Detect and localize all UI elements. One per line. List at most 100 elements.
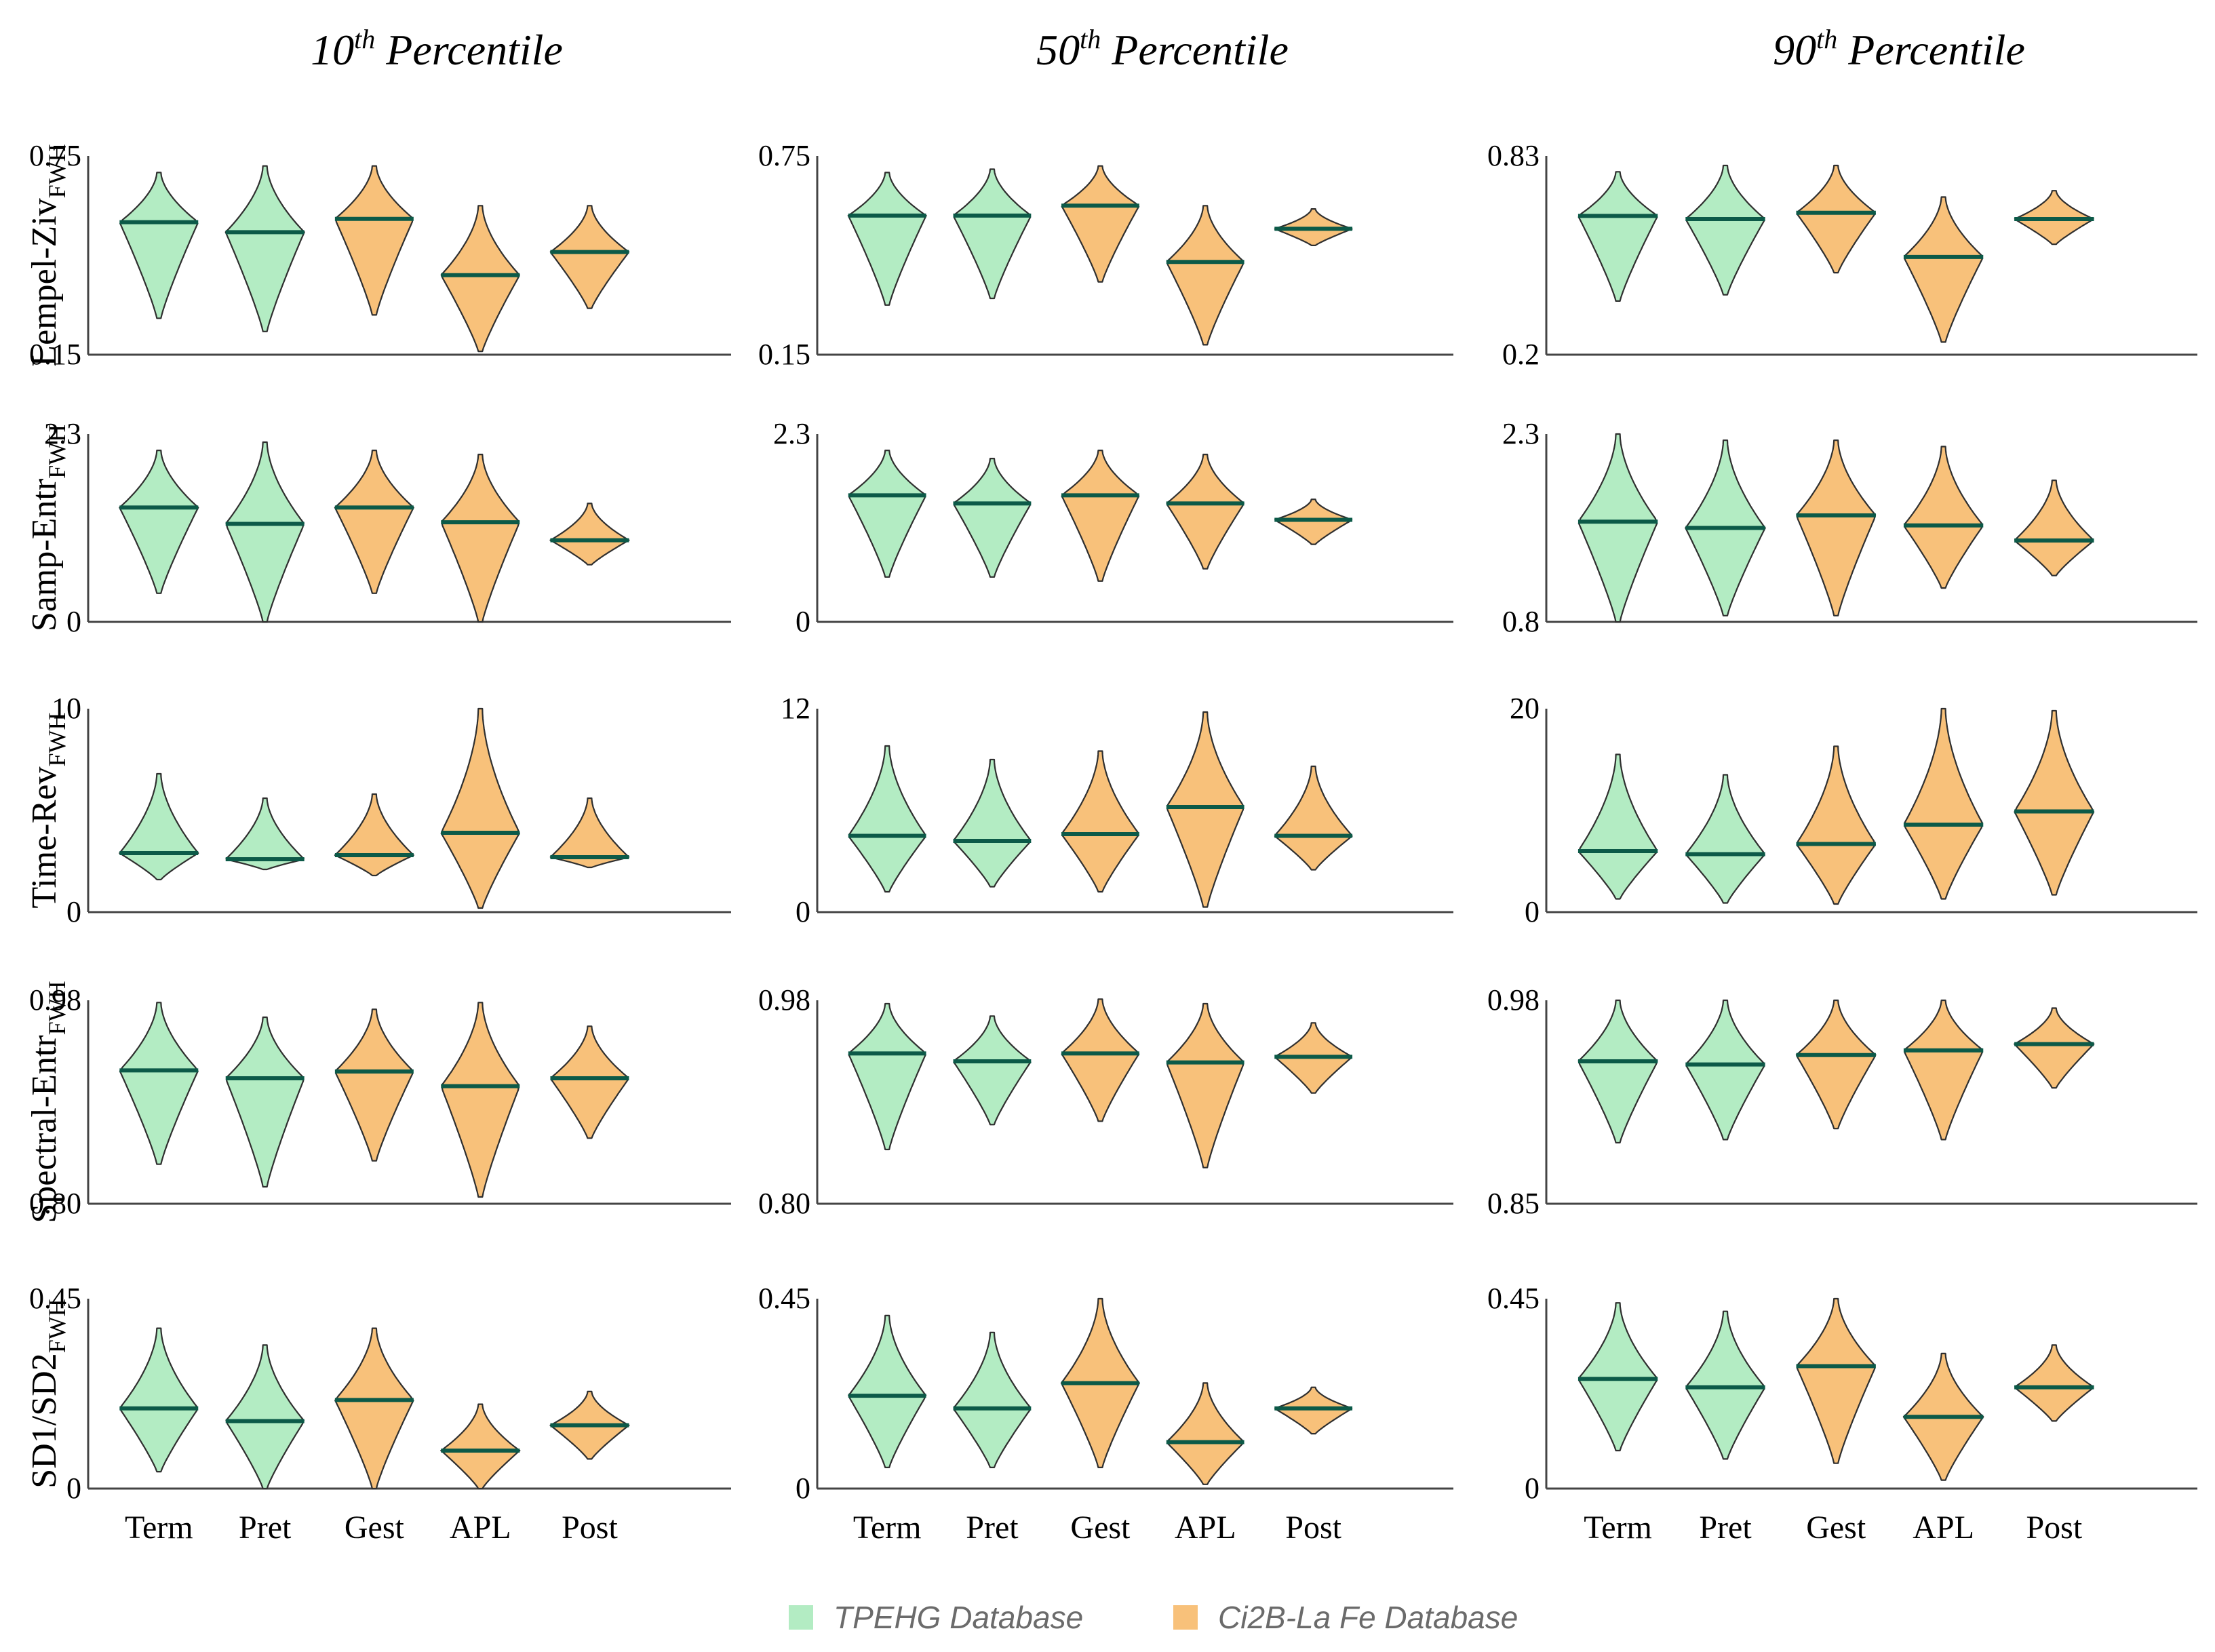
y-tick-label-max: 0.45 [1487,1282,1540,1315]
violin-pret [224,165,305,332]
y-tick-label-max: 12 [781,692,810,725]
violin-post [1274,765,1353,871]
violin-term [848,745,926,893]
y-tick-label-min: 0 [796,1472,810,1505]
violin-pret [1685,1310,1765,1460]
violin-term [119,1327,198,1473]
violin-pret [226,1016,305,1188]
violin-pret [953,1015,1032,1126]
x-tick-label: Gest [1806,1510,1866,1546]
violin-term [119,1002,199,1165]
y-tick-label-min: 0.85 [1487,1187,1540,1220]
violin-apl [1167,1002,1244,1168]
y-tick-label-min: 0 [1525,1472,1540,1505]
x-tick-label: Gest [345,1510,405,1546]
violin-apl [1167,711,1244,908]
violin-apl [440,707,520,909]
violin-post [549,797,630,869]
violin-pret [225,797,305,871]
y-tick-label-max: 0.45 [29,1282,81,1315]
y-tick-label-min: 0.8 [1502,605,1540,638]
legend-label-tpehg: TPEHG Database [834,1600,1084,1635]
x-tick-label: Pret [1699,1510,1752,1546]
violin-post [2014,1007,2095,1089]
violin-gest [1061,450,1140,582]
violin-post [550,1025,629,1139]
y-tick-label-max: 2.3 [773,417,810,450]
violin-post [1274,1386,1353,1435]
y-tick-label-min: 0.15 [758,338,810,371]
violin-term [1578,1302,1658,1452]
violin-post [549,503,630,566]
x-tick-label: APL [1175,1510,1236,1546]
violin-gest [1061,750,1139,893]
violin-apl [1167,1382,1244,1485]
y-tick-label-max: 0.98 [29,983,81,1017]
violin-gest [334,1327,414,1490]
violin-pret [225,1344,305,1490]
violin-term [1578,753,1658,900]
legend-swatch-ci2b [1173,1605,1198,1630]
column-title: 10th Percentile [311,24,563,74]
x-tick-label: Gest [1070,1510,1131,1546]
y-tick-label-max: 2.3 [1502,417,1540,450]
legend-ci2b: Ci2B-La Fe Database [1173,1590,1518,1645]
violin-gest [334,793,414,877]
violin-post [2014,1344,2094,1422]
y-tick-label-min: 0.80 [758,1187,810,1220]
violin-gest [334,450,414,594]
violin-gest [1796,439,1877,616]
violin-term [1577,999,1658,1144]
violin-post [2014,479,2094,576]
violin-apl [441,454,520,623]
legend-label-ci2b: Ci2B-La Fe Database [1218,1600,1518,1635]
violin-apl [1166,205,1244,346]
y-tick-label-min: 0 [66,605,81,638]
violin-pret [954,758,1031,888]
violin-term [848,450,926,578]
violin-gest [1796,164,1876,274]
y-tick-label-min: 0 [796,895,810,928]
violin-pret [1685,999,1765,1141]
x-tick-label: Pret [239,1510,292,1546]
x-tick-label: APL [450,1510,511,1546]
x-tick-label: Post [2026,1510,2082,1546]
y-tick-label-min: 0.80 [29,1187,81,1220]
x-tick-label: Post [562,1510,618,1546]
row-label: SD1/SD2FWH [25,1299,71,1488]
violin-gest [1061,998,1140,1122]
y-tick-label-min: 0.15 [29,338,81,371]
violin-term [848,1002,926,1151]
violin-term [848,1314,927,1468]
x-tick-label: Post [1285,1510,1341,1546]
violin-apl [1166,454,1244,570]
violin-apl [1904,446,1984,589]
violin-gest [1796,745,1876,905]
violin-apl [1904,999,1983,1141]
violin-term [119,172,199,319]
x-tick-label: Term [1584,1510,1652,1546]
violin-gest [335,1008,414,1162]
y-tick-label-max: 0.83 [1487,139,1540,172]
violin-term [119,772,199,881]
violin-pret [1685,774,1765,904]
violin-gest [335,165,414,316]
violin-pret [954,1331,1031,1468]
violin-term [119,450,199,594]
y-tick-label-max: 0.75 [758,139,810,172]
y-tick-label-min: 0.2 [1502,338,1540,371]
row-label: Lempel-ZivFWH [25,144,71,366]
y-tick-label-max: 2.3 [44,417,81,450]
violin-pret [225,441,305,623]
row-label: Spectral-EntrFWH [25,981,71,1223]
legend-swatch-tpehg [789,1605,813,1630]
x-tick-label: Term [853,1510,922,1546]
y-tick-label-max: 20 [1510,692,1540,725]
violin-term [847,172,927,306]
violin-apl [440,1403,521,1490]
violin-gest [1795,999,1877,1130]
row-label: Samp-EntrFWH [25,425,71,631]
violin-term [1577,171,1658,302]
y-tick-label-max: 0.45 [758,1282,810,1315]
violin-apl [1904,707,1983,900]
